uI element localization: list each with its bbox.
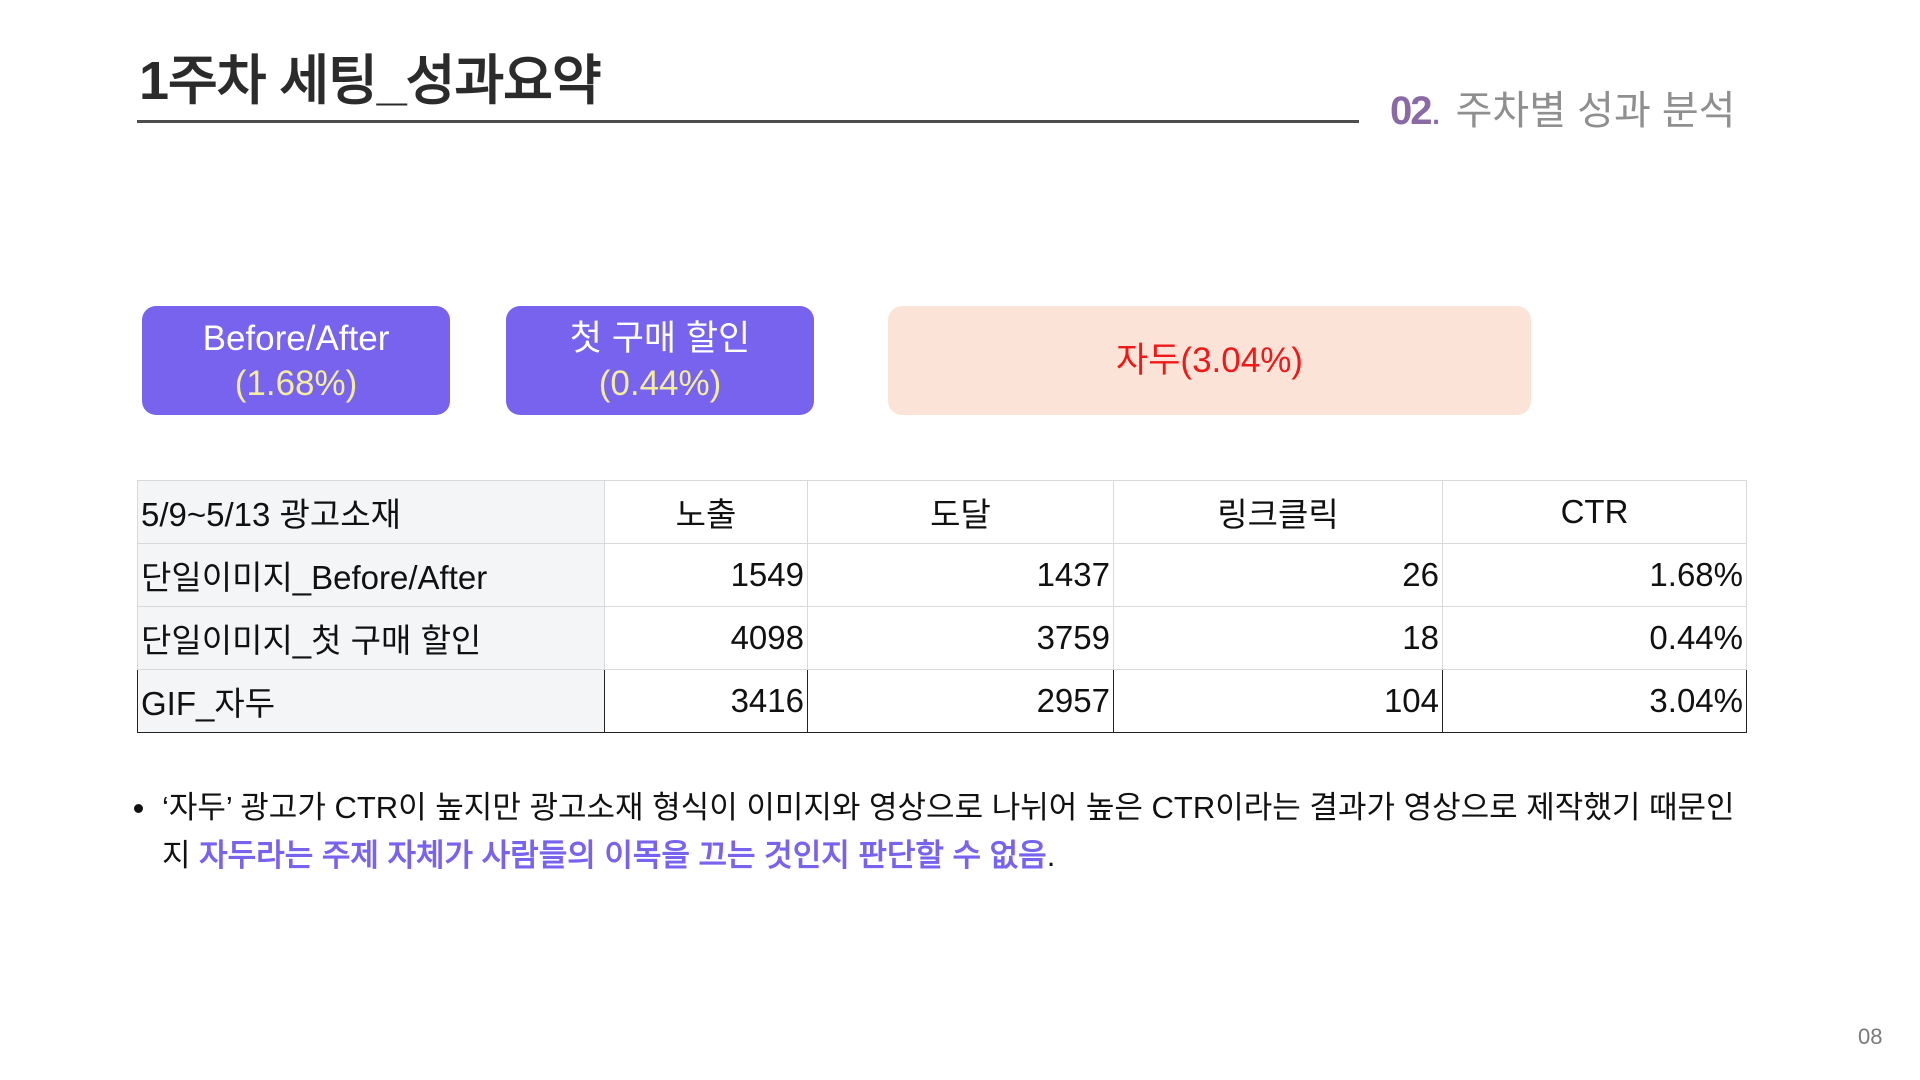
header-creative: 5/9~5/13 광고소재 [137,480,605,544]
header-ctr: CTR [1442,480,1747,544]
tag-first-purchase-value: (0.44%) [598,363,722,403]
header-impressions: 노출 [604,480,808,544]
tag-jadu: 자두(3.04%) [888,306,1531,415]
table-row: 단일이미지_Before/After 1549 1437 26 1.68% [137,543,1747,607]
header-link-clicks: 링크클릭 [1113,480,1443,544]
performance-table: 5/9~5/13 광고소재 노출 도달 링크클릭 CTR 단일이미지_Befor… [137,480,1747,733]
tag-before-after-value: (1.68%) [234,363,358,403]
title-divider [137,120,1359,123]
note-text: ‘자두’ 광고가 CTR이 높지만 광고소재 형식이 이미지와 영상으로 나뉘어… [162,784,1754,880]
row-ctr: 0.44% [1442,606,1747,670]
row-ctr: 1.68% [1442,543,1747,607]
section-label: 02. 주차별 성과 분석 [1390,78,1735,136]
row-ctr: 3.04% [1442,669,1747,733]
row-impressions: 4098 [604,606,808,670]
section-title: 주차별 성과 분석 [1455,89,1736,133]
tag-first-purchase-title: 첫 구매 할인 [569,318,751,358]
tag-before-after-title: Before/After [202,318,390,358]
row-link-clicks: 104 [1113,669,1443,733]
row-impressions: 3416 [604,669,808,733]
row-impressions: 1549 [604,543,808,607]
bullet-dot-icon [134,804,143,813]
tag-jadu-title: 자두(3.04%) [1116,341,1303,380]
table-header-row: 5/9~5/13 광고소재 노출 도달 링크클릭 CTR [137,480,1747,544]
section-number: 02 [1390,89,1432,133]
analysis-note: ‘자두’ 광고가 CTR이 높지만 광고소재 형식이 이미지와 영상으로 나뉘어… [134,784,1754,880]
row-link-clicks: 18 [1113,606,1443,670]
page-title: 1주차 세팅_성과요약 [139,51,602,111]
page-number: 08 [1858,1024,1883,1049]
table-row: 단일이미지_첫 구매 할인 4098 3759 18 0.44% [137,606,1747,670]
row-creative-name: GIF_자두 [137,669,605,733]
table-row-highlighted: GIF_자두 3416 2957 104 3.04% [137,669,1747,733]
section-dot: . [1430,89,1442,133]
row-creative-name: 단일이미지_Before/After [137,543,605,607]
row-creative-name: 단일이미지_첫 구매 할인 [137,606,605,670]
row-link-clicks: 26 [1113,543,1443,607]
tag-before-after: Before/After (1.68%) [142,306,450,415]
note-text-plain: ‘자두’ 광고가 CTR이 높지만 광고소재 형식이 이미지와 영상으로 나뉘어… [162,790,1735,873]
tag-first-purchase: 첫 구매 할인 (0.44%) [506,306,814,415]
note-text-end: . [1046,838,1056,873]
note-text-highlight: 자두라는 주제 자체가 사람들의 이목을 끄는 것인지 판단할 수 없음 [199,838,1047,873]
row-reach: 2957 [807,669,1114,733]
header-reach: 도달 [807,480,1114,544]
row-reach: 1437 [807,543,1114,607]
row-reach: 3759 [807,606,1114,670]
